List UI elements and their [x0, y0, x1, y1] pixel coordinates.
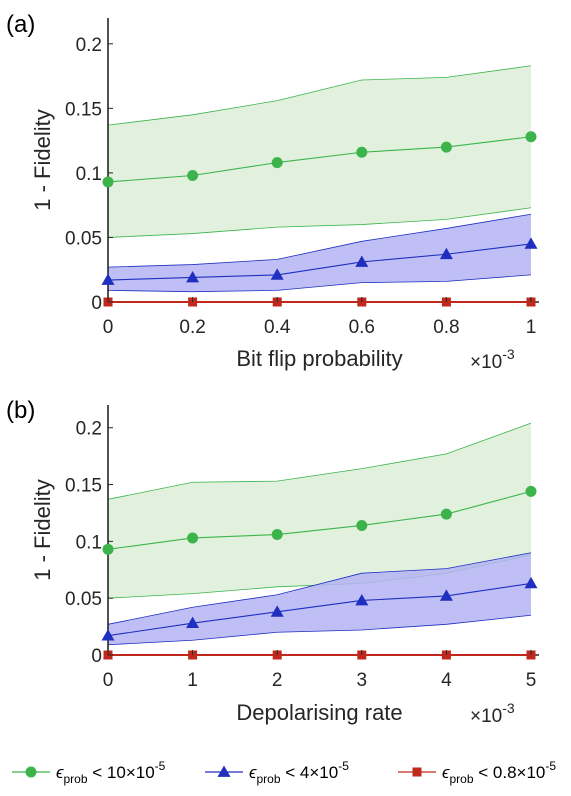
data-point: [440, 508, 452, 520]
data-point: [356, 519, 368, 531]
band-lower-edge: [107, 207, 532, 238]
legend-symbol: ϵ: [249, 763, 257, 782]
y-tick-label: 0.15: [65, 99, 102, 120]
x-tick-label: 3: [357, 670, 368, 691]
series-line: [107, 243, 532, 281]
y-axis-label: 1 - Fidelity: [30, 479, 55, 580]
x-tick-label: 1: [526, 317, 537, 338]
legend-label: ϵprob < 0.8×10-5: [442, 759, 556, 786]
legend-subscript: prob: [64, 772, 88, 786]
x-multiplier: ×10-3: [470, 346, 515, 373]
legend-marker: [412, 767, 422, 777]
legend-text: < 0.8×10: [474, 763, 546, 782]
y-tick-label: 0.05: [65, 228, 102, 249]
legend-text: < 10×10: [88, 763, 155, 782]
series-band: [108, 552, 531, 645]
y-tick-label: 0: [91, 293, 102, 314]
x-tick-label: 0: [103, 317, 114, 338]
x-multiplier-exp: -3: [502, 700, 515, 716]
data-point: [102, 176, 114, 188]
band-upper-edge: [107, 422, 532, 500]
x-tick-label: 2: [272, 670, 283, 691]
x-axis-label: Depolarising rate: [236, 700, 402, 725]
data-point: [186, 270, 200, 283]
data-point: [525, 485, 537, 497]
data-point: [524, 576, 538, 589]
data-point: [187, 169, 199, 181]
series-band: [108, 214, 531, 292]
data-point: [270, 268, 284, 280]
band-lower-edge: [107, 614, 532, 646]
series-line: [107, 582, 532, 637]
y-axis-label: 1 - Fidelity: [30, 109, 55, 210]
data-point: [270, 605, 284, 617]
band-upper-edge: [107, 552, 532, 625]
panel-a: 0 0.05 0.1 0.15 0.2 0 0.2 0.4 0.6 0.8 1 Bit flip pr…: [6, 11, 539, 373]
data-point: [271, 157, 283, 169]
x-tick-label: 4: [441, 670, 452, 691]
legend-subscript: prob: [257, 772, 281, 786]
legend-marker: [217, 765, 231, 777]
panel-label: (a): [6, 11, 35, 38]
panel-b: 0 0.05 0.1 0.15 0.2 0 1 2 3 4 5 Depolarising rate 1 …: [6, 397, 539, 727]
legend-exponent: -5: [338, 759, 349, 773]
legend-label: ϵprob < 10×10-5: [56, 759, 166, 786]
legend-marker: [25, 766, 37, 778]
series-band: [108, 423, 531, 599]
x-tick-label: 5: [526, 670, 537, 691]
y-tick-label: 0.1: [76, 164, 102, 185]
data-point: [355, 593, 369, 606]
data-point: [101, 273, 115, 285]
x-tick-label: 0.8: [433, 317, 459, 338]
legend-subscript: prob: [450, 772, 474, 786]
panel-label: (b): [6, 397, 35, 424]
y-tick-label: 0.15: [65, 476, 102, 497]
x-tick-label: 0: [103, 670, 114, 691]
y-tick-label: 0.2: [76, 35, 102, 56]
x-tick-label: 0.6: [349, 317, 375, 338]
legend-exponent: -5: [545, 759, 556, 773]
data-point: [439, 589, 453, 601]
series-band: [108, 65, 531, 238]
y-tick-label: 0.2: [76, 419, 102, 440]
band-upper-edge: [107, 65, 532, 126]
x-multiplier-exp: -3: [502, 346, 515, 362]
x-tick-label: 0.4: [264, 317, 291, 338]
x-multiplier-base: ×10: [470, 706, 502, 727]
legend-text: < 4×10: [281, 763, 339, 782]
x-tick-label: 0.2: [179, 317, 205, 338]
legend-exponent: -5: [155, 759, 166, 773]
data-point: [525, 131, 537, 143]
x-multiplier-base: ×10: [470, 352, 502, 373]
legend-label: ϵprob < 4×10-5: [249, 759, 349, 786]
x-axis-label: Bit flip probability: [236, 346, 402, 371]
data-point: [102, 543, 114, 555]
data-point: [355, 255, 369, 267]
series-line: [107, 136, 532, 183]
data-point: [524, 237, 538, 249]
x-multiplier: ×10-3: [470, 700, 515, 727]
data-point: [440, 141, 452, 153]
y-tick-label: 0.05: [65, 589, 102, 610]
y-tick-label: 0.1: [76, 532, 102, 553]
data-point: [186, 616, 200, 629]
series-line: [107, 490, 532, 550]
data-point: [439, 247, 453, 260]
legend: ϵprob < 10×10-5 ϵprob < 4×10-5 ϵprob < 0.8…: [12, 759, 556, 786]
data-point: [101, 629, 115, 641]
legend-symbol: ϵ: [56, 763, 64, 782]
legend-symbol: ϵ: [442, 763, 450, 782]
x-tick-label: 1: [187, 670, 198, 691]
data-point: [187, 532, 199, 544]
data-point: [271, 529, 283, 541]
band-lower-edge: [107, 274, 532, 293]
data-point: [356, 146, 368, 158]
y-tick-label: 0: [91, 646, 102, 667]
band-upper-edge: [107, 213, 532, 268]
